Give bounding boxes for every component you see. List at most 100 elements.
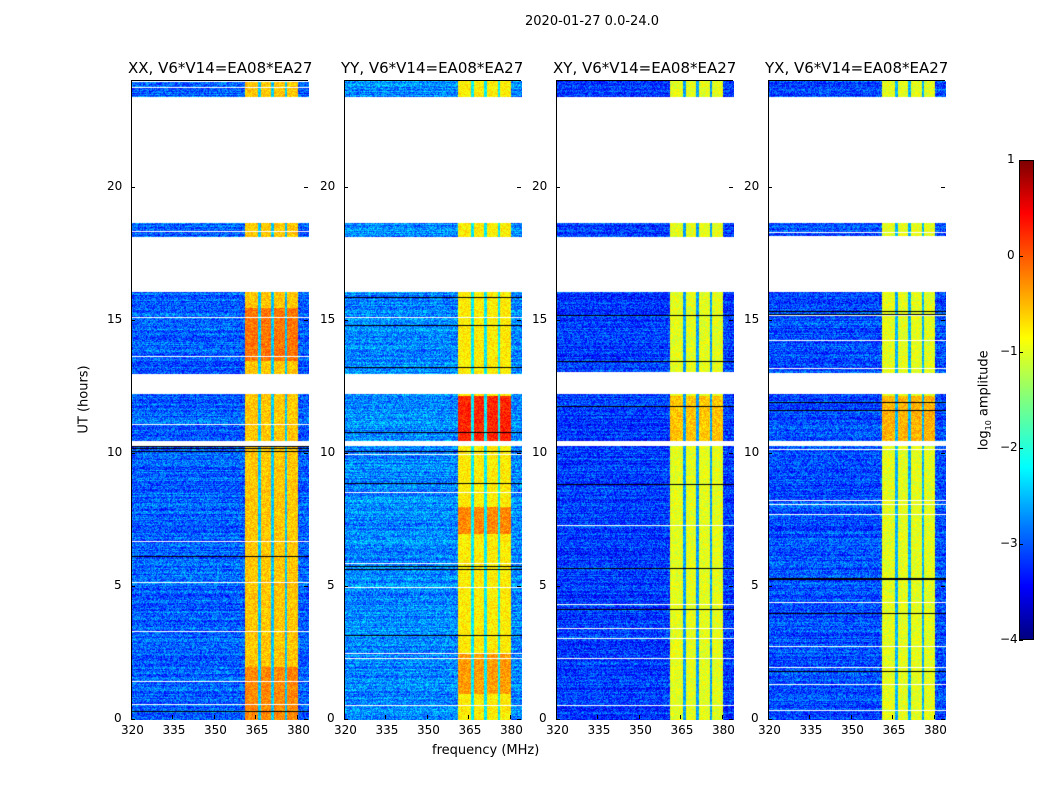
x-tick xyxy=(892,715,894,719)
colorbar-label: log10 amplitude xyxy=(976,350,994,451)
x-tick-label: 365 xyxy=(245,723,269,737)
y-tick xyxy=(131,452,135,454)
x-tick-label: 320 xyxy=(121,723,144,737)
x-tick xyxy=(509,715,511,719)
y-tick-label: 0 xyxy=(751,711,759,725)
y-tick xyxy=(768,585,772,587)
x-tick xyxy=(638,715,640,719)
y-tick xyxy=(768,319,772,321)
colorbar xyxy=(1019,160,1034,640)
y-tick xyxy=(517,452,521,454)
y-tick xyxy=(729,719,733,720)
x-tick xyxy=(426,715,428,719)
figure-title: 2020-01-27 0.0-24.0 xyxy=(525,14,659,29)
y-tick xyxy=(344,319,348,321)
y-tick-label: 20 xyxy=(744,178,760,193)
panel-title: YX, V6*V14=EA08*EA27 xyxy=(765,59,949,77)
y-tick xyxy=(556,452,560,454)
y-tick xyxy=(517,186,521,188)
x-tick xyxy=(850,715,852,719)
colorbar-tick xyxy=(1019,352,1023,353)
panel-title: XY, V6*V14=EA08*EA27 xyxy=(553,59,737,77)
y-tick xyxy=(941,719,945,720)
heatmap-panel xyxy=(344,80,522,720)
y-tick xyxy=(729,186,733,188)
y-tick xyxy=(131,186,135,188)
x-tick xyxy=(933,715,935,719)
x-tick-label: 380 xyxy=(286,723,310,737)
x-tick-label: 320 xyxy=(758,723,781,737)
y-tick-label: 15 xyxy=(744,311,760,326)
x-tick-label: 380 xyxy=(711,723,735,737)
y-tick-label: 10 xyxy=(532,444,548,459)
y-tick xyxy=(768,452,772,454)
x-tick xyxy=(721,715,723,719)
y-tick xyxy=(556,186,560,188)
y-tick xyxy=(941,452,945,454)
panel-title: YY, V6*V14=EA08*EA27 xyxy=(341,59,524,77)
x-tick-label: 350 xyxy=(203,723,227,737)
x-tick-label: 335 xyxy=(587,723,611,737)
colorbar-tick-label: −4 xyxy=(1000,632,1018,646)
colorbar-tick xyxy=(1019,448,1023,449)
heatmap-panel xyxy=(768,80,946,720)
y-tick xyxy=(344,719,348,720)
y-tick-label: 0 xyxy=(114,711,122,725)
y-tick xyxy=(556,719,560,720)
y-tick xyxy=(131,585,135,587)
y-tick xyxy=(556,319,560,321)
heatmap-image xyxy=(769,81,946,720)
y-tick xyxy=(304,186,308,188)
y-tick xyxy=(729,585,733,587)
y-tick xyxy=(729,452,733,454)
x-tick xyxy=(680,715,682,719)
y-tick-label: 20 xyxy=(107,178,123,193)
y-tick xyxy=(941,186,945,188)
heatmap-panel xyxy=(556,80,734,720)
y-tick-label: 10 xyxy=(107,444,123,459)
y-tick-label: 10 xyxy=(320,444,336,459)
x-tick xyxy=(344,715,345,719)
colorbar-tick xyxy=(1019,640,1023,641)
y-tick xyxy=(344,452,348,454)
y-tick xyxy=(941,585,945,587)
y-tick-label: 20 xyxy=(532,178,548,193)
x-tick xyxy=(213,715,215,719)
y-tick-label: 15 xyxy=(320,311,336,326)
y-tick xyxy=(517,319,521,321)
y-tick xyxy=(131,319,135,321)
x-tick xyxy=(255,715,257,719)
x-tick xyxy=(385,715,387,719)
x-tick-label: 335 xyxy=(375,723,399,737)
colorbar-tick-label: −1 xyxy=(1000,344,1018,358)
y-tick xyxy=(131,719,135,720)
x-tick-label: 350 xyxy=(840,723,864,737)
y-tick xyxy=(304,452,308,454)
x-tick-label: 365 xyxy=(670,723,694,737)
x-tick xyxy=(809,715,811,719)
y-tick xyxy=(344,585,348,587)
y-tick xyxy=(304,719,308,720)
x-tick xyxy=(468,715,470,719)
x-tick xyxy=(597,715,599,719)
colorbar-tick-label: 1 xyxy=(1007,152,1015,166)
x-tick xyxy=(556,715,557,719)
panel-title: XX, V6*V14=EA08*EA27 xyxy=(128,59,313,77)
y-tick-label: 0 xyxy=(327,711,335,725)
x-tick-label: 350 xyxy=(416,723,440,737)
x-tick-label: 380 xyxy=(499,723,523,737)
y-tick xyxy=(517,585,521,587)
y-tick-label: 5 xyxy=(751,577,759,592)
colorbar-tick xyxy=(1019,256,1023,257)
x-tick-label: 365 xyxy=(458,723,482,737)
x-tick-label: 350 xyxy=(628,723,652,737)
colorbar-tick xyxy=(1019,544,1023,545)
y-tick xyxy=(304,319,308,321)
x-tick-label: 365 xyxy=(882,723,906,737)
y-tick xyxy=(344,186,348,188)
colorbar-tick-label: −3 xyxy=(1000,536,1018,550)
x-tick xyxy=(296,715,298,719)
y-tick-label: 5 xyxy=(327,577,335,592)
x-tick xyxy=(172,715,174,719)
